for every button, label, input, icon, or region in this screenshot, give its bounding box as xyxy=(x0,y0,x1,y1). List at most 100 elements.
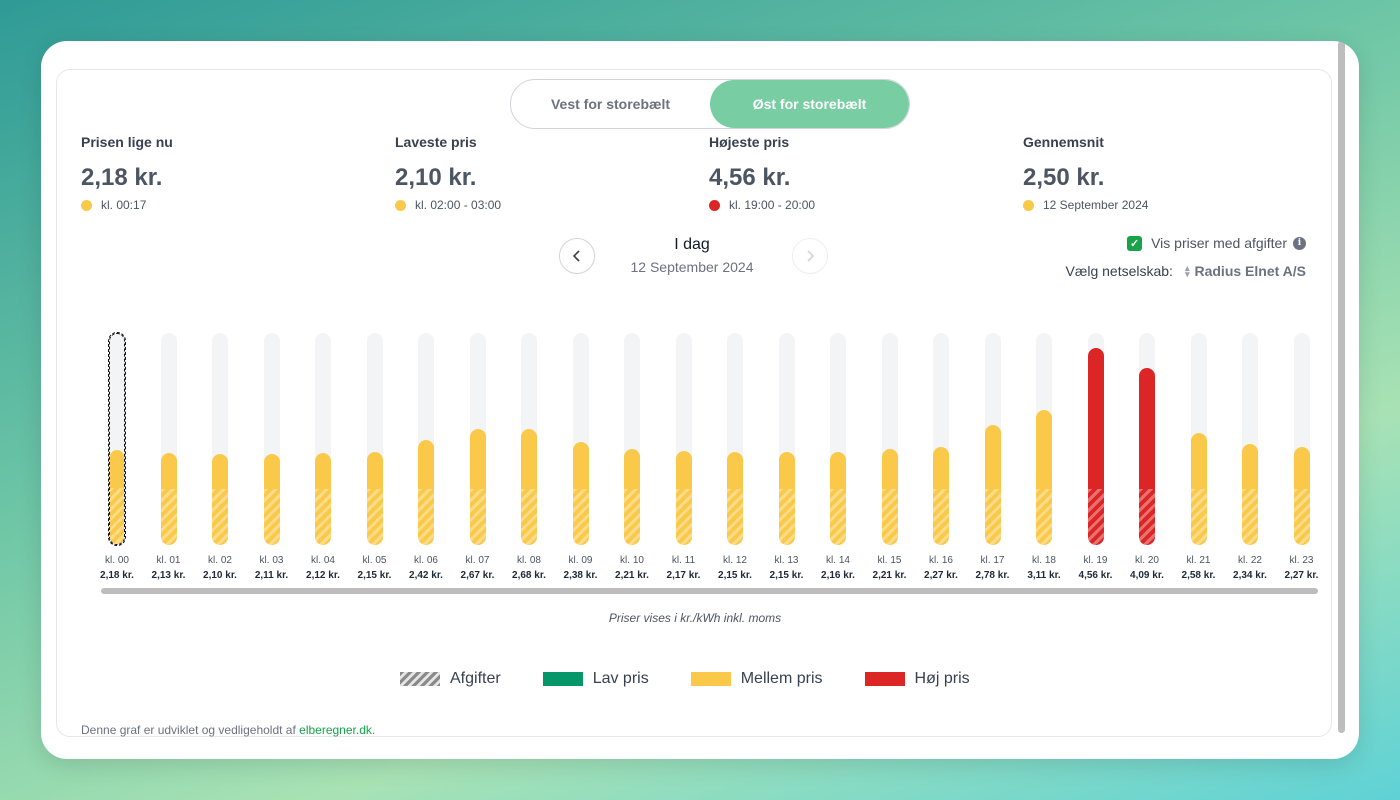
price-bar-fill xyxy=(1190,433,1207,545)
tab-oest-for-storebaelt[interactable]: Øst for storebælt xyxy=(710,80,909,128)
price-bar-taxes xyxy=(984,489,1001,545)
stat-average-price: Gennemsnit 2,50 kr. 12 September 2024 xyxy=(1023,134,1303,212)
price-bar-17[interactable] xyxy=(984,333,1001,545)
price-bar-13[interactable] xyxy=(778,333,795,545)
stat-sub-text: 12 September 2024 xyxy=(1043,198,1149,212)
price-bar-fill xyxy=(418,440,434,545)
hour-label: kl. 04 xyxy=(311,555,335,566)
stat-label: Prisen lige nu xyxy=(81,134,173,150)
price-bar-fill xyxy=(830,452,846,545)
price-bar-18[interactable] xyxy=(1036,333,1052,545)
horizontal-scrollbar[interactable] xyxy=(101,588,1318,594)
price-bar-taxes xyxy=(727,489,743,545)
price-label: 2,78 kr. xyxy=(975,570,1010,581)
price-bar-12[interactable] xyxy=(727,333,743,545)
price-bar-taxes xyxy=(212,489,228,545)
stat-sub-text: kl. 00:17 xyxy=(101,198,147,212)
network-select-value: Radius Elnet A/S xyxy=(1194,263,1306,279)
price-bar-taxes xyxy=(160,489,177,545)
price-bar-taxes xyxy=(366,489,383,545)
day-label: I dag 12 September 2024 xyxy=(597,236,787,275)
chevron-left-icon xyxy=(572,250,580,262)
price-bar-11[interactable] xyxy=(675,333,692,545)
chevron-right-icon xyxy=(807,250,815,262)
price-bar-5[interactable] xyxy=(366,333,383,545)
legend-item-low: Lav pris xyxy=(542,670,649,688)
next-day-button[interactable] xyxy=(792,238,828,274)
price-bar-9[interactable] xyxy=(572,333,589,545)
stat-sub-text: kl. 19:00 - 20:00 xyxy=(729,198,816,212)
footer-link[interactable]: elberegner.dk xyxy=(299,723,372,737)
price-bar-fill xyxy=(263,454,280,545)
legend-label: Høj pris xyxy=(914,670,970,687)
stat-value: 2,10 kr. xyxy=(395,164,477,191)
hour-label: kl. 22 xyxy=(1238,555,1262,566)
hour-label: kl. 23 xyxy=(1289,555,1314,566)
price-bar-fill xyxy=(315,453,331,545)
legend-item-taxes: Afgifter xyxy=(400,670,501,688)
chart-legend: Afgifter Lav pris Mellem pris Høj pris xyxy=(400,670,1012,688)
show-taxes-checkbox[interactable]: ✓ xyxy=(1127,235,1143,251)
price-bar-21[interactable] xyxy=(1190,333,1207,545)
price-bar-0[interactable] xyxy=(108,332,126,546)
price-bar-taxes xyxy=(1242,489,1258,545)
price-bar-22[interactable] xyxy=(1242,333,1258,545)
price-bar-fill xyxy=(212,454,228,545)
price-label: 2,42 kr. xyxy=(409,570,443,581)
hour-label: kl. 17 xyxy=(980,555,1005,566)
hour-label: kl. 15 xyxy=(877,555,902,566)
price-bar-taxes xyxy=(830,489,846,545)
hour-label: kl. 02 xyxy=(208,555,232,566)
price-bar-20[interactable] xyxy=(1139,333,1155,545)
price-bar-taxes xyxy=(675,489,692,545)
stat-lowest-price: Laveste pris 2,10 kr. kl. 02:00 - 03:00 xyxy=(395,134,675,212)
stat-label: Gennemsnit xyxy=(1023,134,1104,150)
price-bar-chart: kl. 00 2,18 kr. kl. 01 2,13 kr. kl. 02 2,10 k… xyxy=(97,332,1322,583)
footer-text: Denne graf er udviklet og vedligeholdt a… xyxy=(81,723,300,737)
hour-label: kl. 06 xyxy=(414,555,438,566)
price-bar-fill xyxy=(1139,368,1155,545)
hour-label: kl. 19 xyxy=(1083,555,1108,566)
info-icon[interactable]: i xyxy=(1293,236,1306,250)
network-select[interactable]: ▴ ▾ Radius Elnet A/S xyxy=(1185,263,1306,279)
vertical-scrollbar[interactable] xyxy=(1338,41,1345,733)
show-taxes-label: Vis priser med afgifter xyxy=(1151,235,1287,251)
price-bar-23[interactable] xyxy=(1293,333,1310,545)
hour-label: kl. 09 xyxy=(568,555,593,566)
price-bar-1[interactable] xyxy=(160,333,177,545)
price-label: 3,11 kr. xyxy=(1027,570,1061,581)
hour-label: kl. 07 xyxy=(465,555,490,566)
legend-swatch-taxes xyxy=(400,672,440,686)
price-bar-3[interactable] xyxy=(263,333,280,545)
price-bar-14[interactable] xyxy=(830,333,846,545)
stat-label: Laveste pris xyxy=(395,134,477,150)
hour-label: kl. 20 xyxy=(1135,555,1159,566)
price-bar-19[interactable] xyxy=(1087,333,1104,545)
price-bar-16[interactable] xyxy=(933,333,949,545)
stat-label: Højeste pris xyxy=(709,134,790,150)
price-bar-fill xyxy=(778,452,795,545)
hour-label: kl. 16 xyxy=(929,555,953,566)
price-bar-7[interactable] xyxy=(469,333,486,545)
price-bar-6[interactable] xyxy=(418,333,434,545)
price-bar-15[interactable] xyxy=(881,333,898,545)
stat-value: 4,56 kr. xyxy=(709,164,791,191)
price-bar-fill xyxy=(160,453,177,545)
hour-label: kl. 18 xyxy=(1032,555,1056,566)
price-label: 2,21 kr. xyxy=(615,570,649,581)
footer-credit: Denne graf er udviklet og vedligeholdt a… xyxy=(81,723,375,737)
price-bar-8[interactable] xyxy=(521,333,537,545)
price-label: 2,15 kr. xyxy=(357,570,392,581)
price-bar-4[interactable] xyxy=(315,333,331,545)
price-bar-2[interactable] xyxy=(212,333,228,545)
prev-day-button[interactable] xyxy=(559,238,595,274)
show-taxes-option[interactable]: ✓ Vis priser med afgifter i xyxy=(1127,235,1306,251)
price-bar-10[interactable] xyxy=(624,333,640,545)
tab-vest-for-storebaelt[interactable]: Vest for storebælt xyxy=(550,96,671,112)
price-bar-fill xyxy=(110,450,124,544)
price-bar-fill xyxy=(881,449,898,545)
legend-swatch-high xyxy=(864,672,905,686)
price-label: 2,34 kr. xyxy=(1233,570,1267,581)
price-bar-fill xyxy=(521,429,537,545)
stat-highest-price: Højeste pris 4,56 kr. kl. 19:00 - 20:00 xyxy=(709,134,989,212)
